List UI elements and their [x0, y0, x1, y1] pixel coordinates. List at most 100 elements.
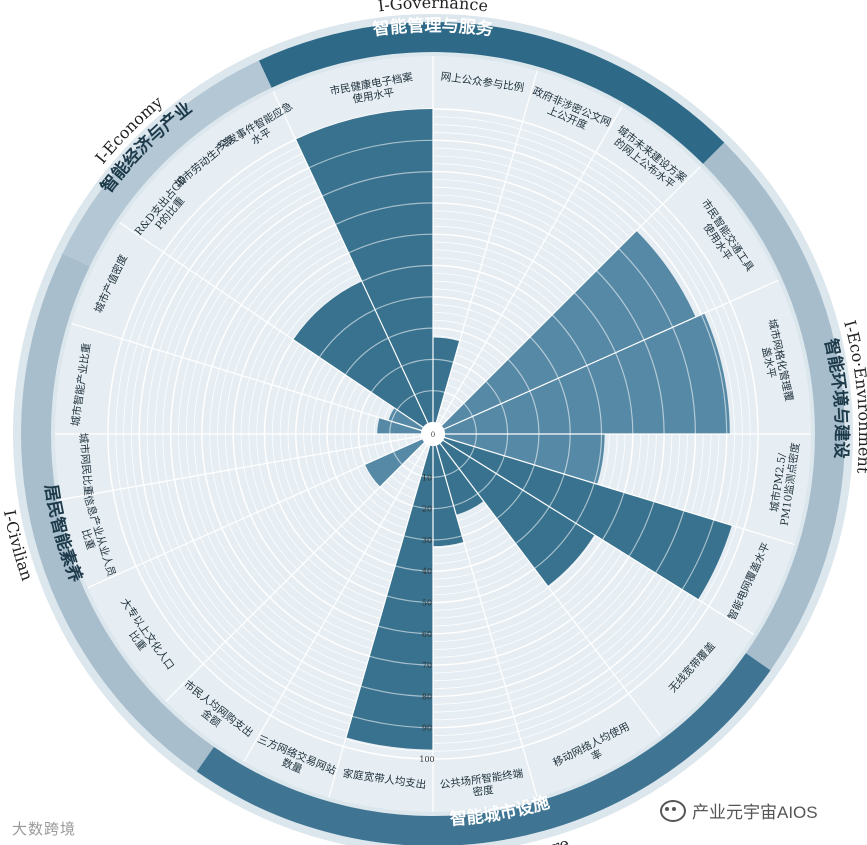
separator-line — [243, 444, 428, 762]
category-ring-2 — [703, 142, 846, 671]
tick-labels: 10 20 30 40 50 60 70 80 90 100 — [419, 473, 434, 764]
tick-label-70: 70 — [422, 661, 432, 670]
separator-line — [165, 442, 425, 702]
bar-grid — [412, 505, 433, 510]
bar-7 — [436, 443, 484, 515]
bar-grid — [575, 483, 595, 524]
category-ring-5 — [62, 60, 272, 267]
watermark-right: 产业元宇宙AIOS — [660, 798, 818, 823]
bar-grid — [387, 327, 433, 339]
bar-grid — [351, 715, 433, 729]
bar-grid — [391, 409, 398, 422]
bar-grid — [529, 390, 540, 434]
bar-9 — [346, 445, 433, 750]
indicator-label-line2-15: 比重 — [79, 527, 98, 551]
bar-11 — [377, 417, 422, 434]
bar-grid — [473, 434, 477, 447]
bar-8 — [433, 445, 464, 547]
bar-grid — [403, 535, 433, 541]
bar-grid — [463, 402, 474, 417]
bar-grid — [360, 685, 433, 697]
separator-line — [444, 436, 795, 546]
separator-line — [442, 439, 754, 635]
category-ring-4 — [20, 253, 214, 772]
watermark-right-text: 产业元宇宙AIOS — [692, 803, 818, 822]
bar-grid — [453, 493, 479, 507]
tick-label-100: 100 — [419, 755, 434, 764]
bar-grid — [628, 501, 655, 557]
separator-line — [439, 443, 661, 737]
separator-line — [443, 279, 779, 430]
tick-label-20: 20 — [422, 505, 432, 514]
separator-line — [71, 322, 422, 432]
bar-grid — [433, 390, 446, 393]
watermark-left-text: 大数跨境 — [12, 821, 77, 838]
bar-grid — [533, 434, 540, 466]
bar-grid — [395, 565, 433, 572]
bar-grid — [593, 434, 603, 484]
bar-grid — [563, 434, 571, 475]
bar-grid — [529, 336, 559, 379]
separator-line — [441, 166, 701, 426]
separator-line — [435, 70, 538, 423]
category-label-text: I-Governance — [377, 0, 489, 15]
category-ring-3 — [196, 653, 771, 845]
bar-grid — [495, 455, 505, 474]
tick-label-50: 50 — [422, 599, 432, 608]
bar-grid — [601, 492, 625, 541]
bar-3 — [443, 313, 730, 434]
bar-grid — [503, 434, 509, 456]
bar-12 — [388, 408, 424, 431]
bar-grid — [458, 456, 471, 470]
bar-grid — [433, 475, 446, 478]
tick-label-60: 60 — [422, 630, 432, 639]
bar-14 — [295, 109, 433, 424]
bar-grid — [507, 358, 531, 392]
separator-line — [438, 106, 623, 424]
tick-label-80: 80 — [422, 692, 432, 701]
center-dot — [421, 422, 445, 446]
bar-grid — [433, 535, 463, 541]
tick-label-90: 90 — [422, 724, 432, 733]
bar-2 — [441, 230, 696, 430]
bar-grid — [433, 505, 454, 510]
indicator-label-line2-9: 率 — [589, 747, 604, 763]
bar-grid — [414, 390, 433, 396]
bar-grid — [496, 489, 524, 520]
separator-line — [87, 438, 423, 589]
bar-grid — [433, 358, 454, 363]
indicator-label-line2-10: 密度 — [472, 783, 495, 799]
bar-10 — [364, 438, 425, 487]
sector-separators — [55, 56, 811, 812]
bar-1 — [433, 337, 460, 423]
tick-label-40: 40 — [422, 567, 432, 576]
indicator-label-16: 城市网民比重 — [77, 432, 95, 496]
bar-grid — [655, 510, 685, 574]
bars — [293, 109, 732, 750]
tick-label-30: 30 — [422, 536, 432, 545]
separator-line — [435, 445, 538, 798]
category-label-1: I-Governance — [377, 0, 489, 15]
bar-5 — [443, 437, 732, 600]
bar-grid — [557, 377, 571, 434]
bar-grid — [477, 473, 497, 495]
bar-grid — [369, 655, 433, 666]
bar-grid — [548, 473, 565, 508]
category-ring-1 — [258, 21, 725, 164]
bar-13 — [293, 281, 428, 428]
bar-grid — [389, 421, 393, 434]
separator-line — [119, 222, 424, 428]
bar-grid — [522, 464, 535, 491]
separator-line — [60, 435, 422, 501]
bar-grid — [401, 358, 433, 367]
bar-grid — [472, 416, 477, 434]
bar-grid — [392, 451, 403, 466]
bar-grid — [681, 519, 715, 590]
bar-grid — [485, 380, 502, 404]
indicator-label-line2-5: 盖水平 — [759, 346, 778, 380]
bar-grid — [500, 403, 509, 434]
bar-grid — [469, 446, 475, 458]
bar-grid — [444, 468, 460, 477]
tick-label-10: 10 — [422, 473, 432, 482]
